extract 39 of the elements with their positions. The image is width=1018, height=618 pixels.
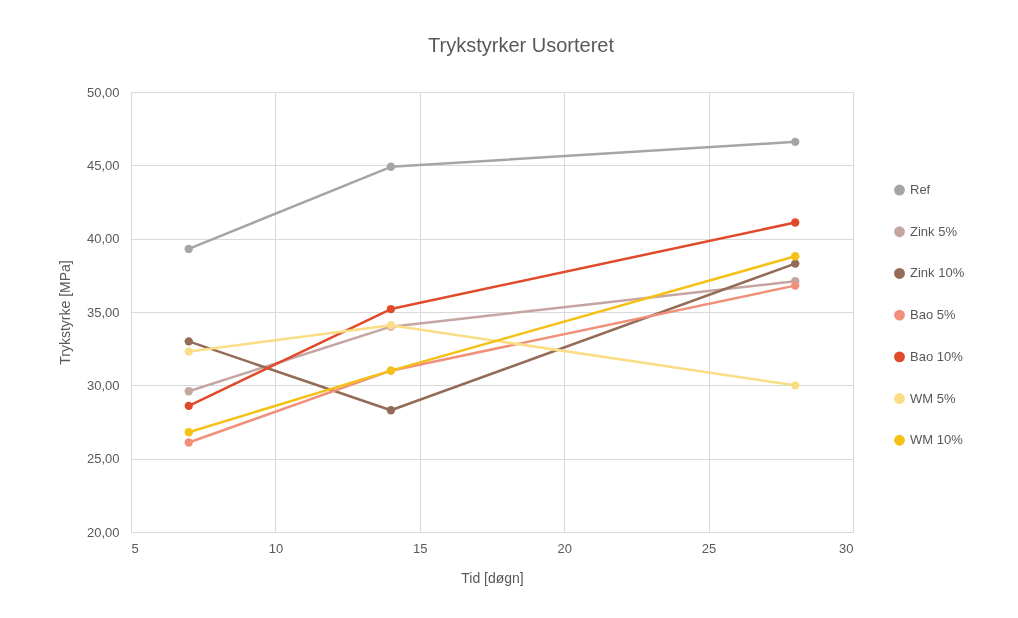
x-tick-label: 5 [131, 540, 139, 556]
legend-label: WM 5% [910, 390, 956, 406]
x-tick-label: 30 [839, 540, 854, 556]
point [184, 387, 193, 396]
legend-label: Bao 5% [910, 307, 956, 323]
point [791, 252, 800, 261]
y-tick-label: 50,00 [86, 84, 120, 100]
point [791, 281, 800, 290]
x-axis-title: Tid [døgn] [461, 569, 524, 586]
legend-label: Ref [910, 182, 931, 198]
y-tick-label: 45,00 [86, 157, 120, 173]
x-tick-label: 15 [413, 540, 428, 556]
point [791, 218, 800, 227]
point [184, 337, 193, 346]
legend-label: Bao 10% [910, 348, 964, 364]
y-tick-label: 30,00 [86, 377, 120, 393]
point [184, 401, 193, 411]
legend-label: WM 10% [910, 432, 964, 448]
y-tick-label: 40,00 [86, 231, 120, 247]
y-axis-title: Trykstyrke [MPa] [56, 260, 73, 365]
y-tick-label: 20,00 [86, 524, 120, 540]
point [184, 347, 193, 356]
y-tick-label: 35,00 [86, 304, 120, 320]
point [386, 406, 396, 415]
point [791, 137, 800, 147]
point [791, 381, 800, 390]
point [184, 244, 193, 254]
chart-title: Trykstyrker Usorteret [428, 34, 615, 56]
x-tick-label: 25 [701, 540, 717, 556]
point [184, 438, 193, 447]
legend-label: Zink 10% [910, 265, 965, 281]
y-tick-label: 25,00 [86, 451, 120, 467]
legend-label: Zink 5% [910, 223, 958, 239]
point [386, 304, 396, 314]
x-tick-label: 10 [268, 540, 284, 556]
point [791, 259, 800, 268]
x-tick-label: 20 [557, 540, 572, 556]
point [386, 162, 396, 171]
point [184, 428, 193, 437]
